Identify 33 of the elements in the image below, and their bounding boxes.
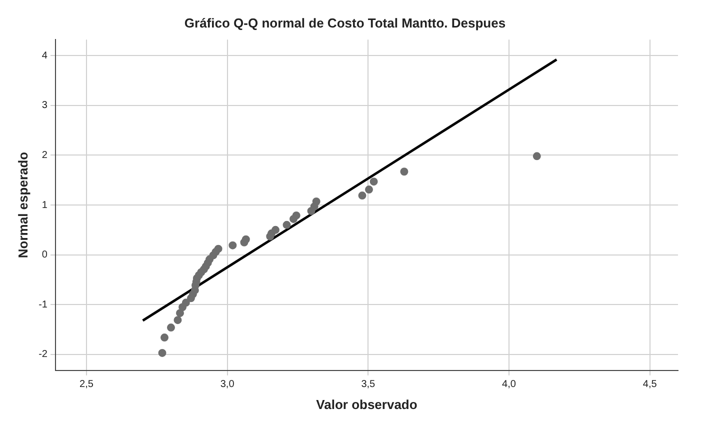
point (292, 211, 300, 220)
y-tick-label: 2 (42, 150, 48, 161)
point (358, 192, 366, 200)
x-tick-label: 3,0 (220, 379, 235, 390)
point (166, 324, 175, 332)
point (365, 186, 373, 194)
x-tick-label: 4,0 (502, 379, 516, 390)
point (228, 241, 237, 250)
point (174, 316, 182, 324)
x-axis-title: Valor observado (316, 396, 418, 412)
y-tick-label: 0 (42, 250, 48, 261)
point (312, 198, 320, 206)
point (176, 309, 184, 318)
y-tick-label: -1 (38, 299, 48, 310)
x-tick-label: 3,5 (361, 379, 376, 390)
x-tick-label: 4,5 (642, 379, 658, 390)
point (182, 298, 190, 307)
y-axis-title: Normal esperado (15, 152, 30, 258)
point (400, 168, 408, 176)
point (532, 152, 541, 160)
chart-title: Gráfico Q-Q normal de Costo Total Mantto. Despues (184, 15, 506, 30)
point (214, 244, 222, 253)
x-tick-label: 2,5 (80, 379, 94, 390)
point (242, 235, 250, 244)
point (160, 334, 168, 342)
y-tick-label: 4 (42, 50, 48, 62)
y-tick-label: -2 (38, 349, 48, 360)
y-tick-label: 3 (42, 100, 48, 112)
point (158, 348, 166, 357)
point (271, 226, 280, 234)
point (282, 220, 291, 229)
point (370, 178, 378, 186)
y-tick-label: 1 (42, 200, 48, 211)
